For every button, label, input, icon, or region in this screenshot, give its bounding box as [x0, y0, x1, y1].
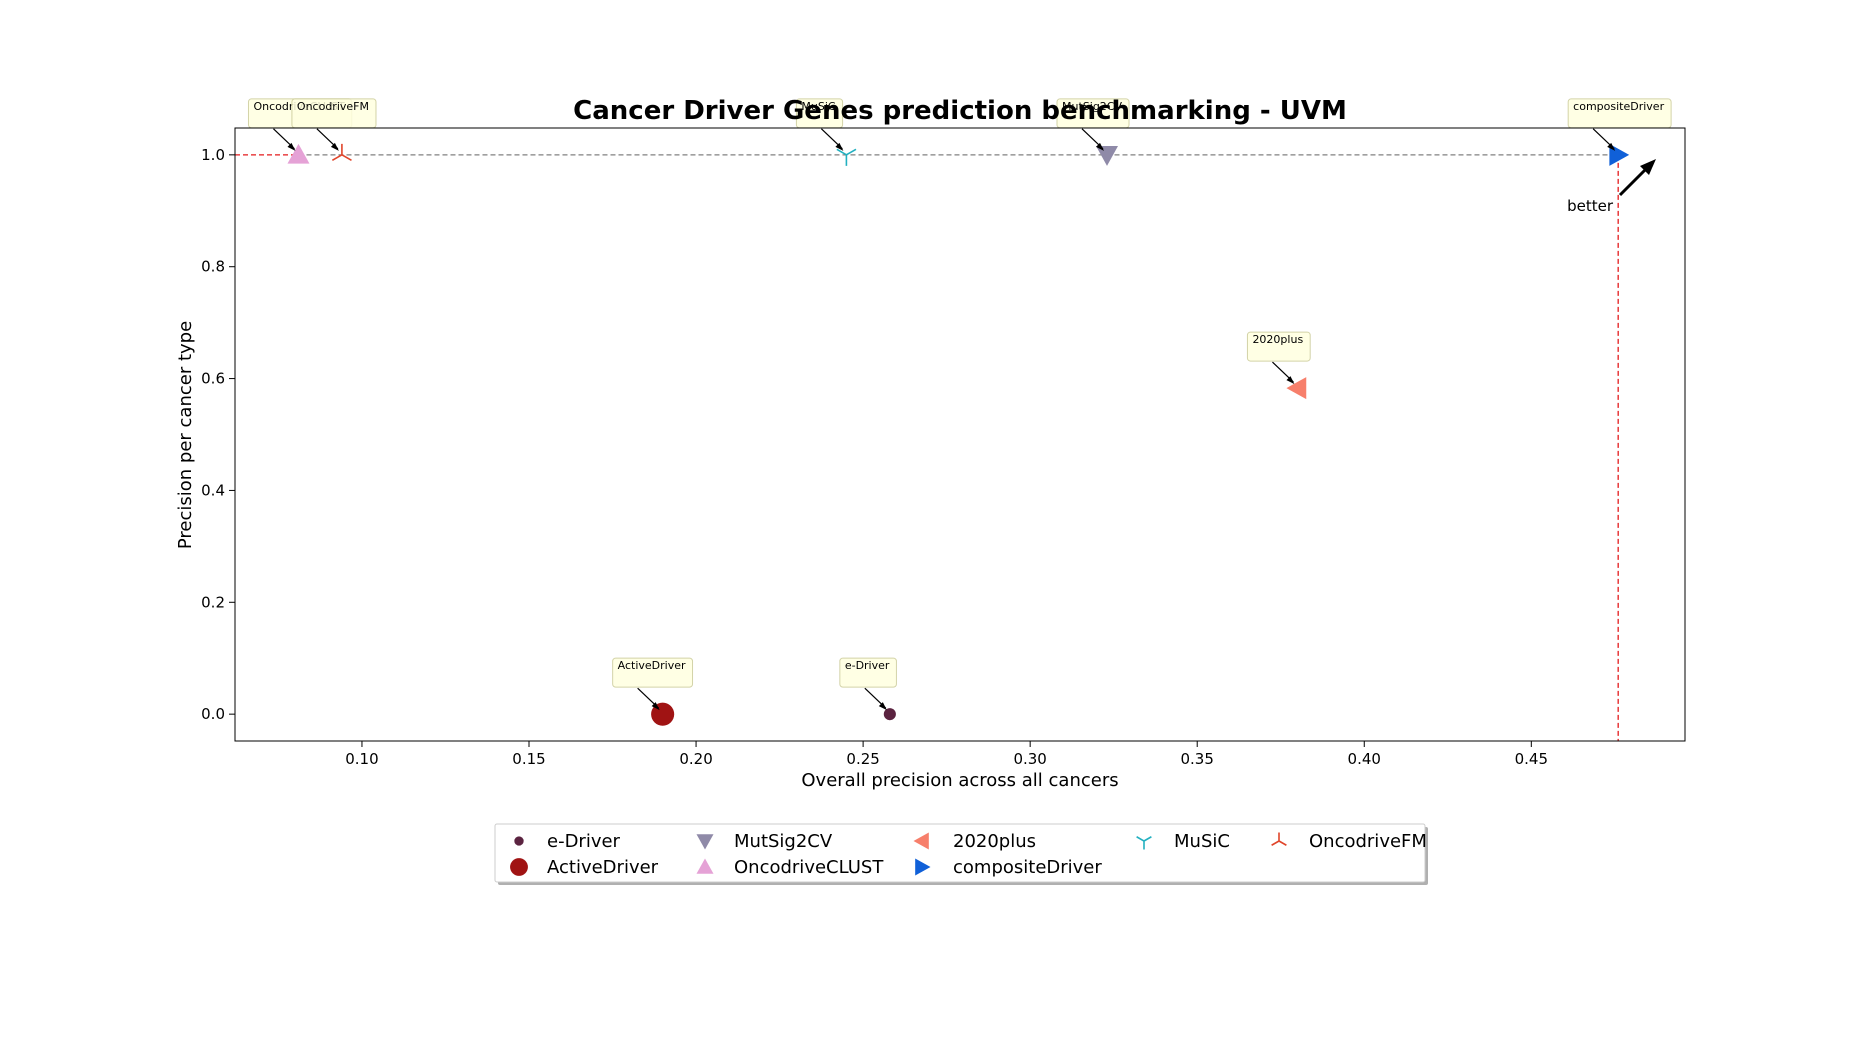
y-tick-label: 0.4 — [201, 481, 225, 499]
legend-marker-oncodriveclust — [696, 858, 714, 874]
better-arrow-head — [1640, 159, 1656, 175]
annotation-e-driver: e-Driver — [839, 657, 897, 711]
annotation-label: 2020plus — [1252, 333, 1303, 346]
annotation-oncodrivefm: OncodriveFM — [291, 98, 377, 151]
legend: e-Driver ActiveDriver MutSig2CV OncodriveCL… — [494, 823, 1428, 885]
x-tick-label: 0.40 — [1348, 750, 1381, 768]
annotation-arrowhead — [1096, 142, 1105, 151]
legend-label: OncodriveFM — [1309, 831, 1427, 852]
better-arrow: better — [1567, 159, 1656, 215]
legend-label: compositeDriver — [953, 857, 1102, 878]
x-axis-label: Overall precision across all cancers — [801, 770, 1118, 791]
annotation-box — [839, 657, 897, 688]
legend-item-music: MuSiC — [1136, 831, 1230, 852]
annotations: OncodriveCLUSTOncodriveFMMuSiCMutSig2CVc… — [247, 98, 1672, 711]
data-point-2020plus — [1286, 377, 1307, 400]
y-tick-label: 1.0 — [201, 146, 225, 164]
annotation-arrowhead — [287, 142, 296, 151]
legend-marker-music — [1136, 836, 1152, 850]
annotation-box — [612, 657, 694, 688]
annotation-arrowhead — [878, 702, 887, 711]
annotation-arrowhead — [330, 142, 339, 151]
x-tick-label: 0.35 — [1181, 750, 1214, 768]
legend-marker-mutsig2cv — [696, 834, 714, 850]
annotation-2020plus: 2020plus — [1246, 331, 1311, 385]
legend-marker-2020plus — [913, 832, 929, 850]
chart-title: Cancer Driver Genes prediction benchmark… — [573, 96, 1347, 126]
better-arrow-shaft — [1618, 168, 1647, 197]
annotation-arrowhead — [835, 142, 844, 151]
annotation-box — [1246, 331, 1311, 362]
data-point-music — [836, 148, 857, 166]
annotation-compositedriver: compositeDriver — [1567, 98, 1672, 151]
data-point-oncodrivefm — [331, 143, 352, 162]
annotation-label: MuSiC — [801, 100, 836, 113]
legend-item-mutsig2cv: MutSig2CV — [696, 831, 833, 852]
data-points — [287, 143, 1630, 726]
legend-label: OncodriveCLUST — [734, 857, 884, 878]
legend-item-oncodrivefm: OncodriveFM — [1271, 831, 1427, 852]
legend-label: e-Driver — [547, 831, 621, 852]
x-tick-label: 0.20 — [679, 750, 712, 768]
data-point-mutsig2cv — [1096, 146, 1119, 166]
x-tick-label: 0.25 — [846, 750, 879, 768]
x-tick-label: 0.10 — [345, 750, 378, 768]
annotation-label: OncodriveFM — [297, 100, 369, 113]
legend-item-compositedriver: compositeDriver — [915, 857, 1102, 878]
x-tick-label: 0.15 — [512, 750, 545, 768]
annotation-arrowhead — [1607, 142, 1616, 151]
annotation-label: MutSig2CV — [1062, 100, 1122, 113]
x-tick-label: 0.45 — [1515, 750, 1548, 768]
y-tick-label: 0.8 — [201, 258, 225, 276]
legend-label: MutSig2CV — [734, 831, 833, 852]
annotation-arrowhead — [651, 702, 660, 711]
legend-label: ActiveDriver — [547, 857, 659, 878]
reference-lines — [235, 154, 1619, 741]
y-tick-label: 0.0 — [201, 705, 225, 723]
axes: 0.10 0.15 0.20 0.25 0.30 0.35 0.40 0.45 0.0 0.2 0.… — [201, 146, 1548, 768]
y-tick-label: 0.6 — [201, 370, 225, 388]
annotation-music: MuSiC — [795, 98, 844, 151]
better-label: better — [1567, 197, 1614, 215]
legend-item-e-driver: e-Driver — [514, 831, 621, 852]
y-tick-label: 0.2 — [201, 593, 225, 611]
legend-marker-activedriver — [510, 858, 528, 876]
legend-marker-oncodrivefm — [1271, 832, 1287, 846]
legend-item-activedriver: ActiveDriver — [510, 857, 659, 878]
data-point-e-driver — [883, 708, 896, 721]
y-axis-label: Precision per cancer type — [175, 321, 196, 549]
legend-item-oncodriveclust: OncodriveCLUST — [696, 857, 884, 878]
annotation-mutsig2cv: MutSig2CV — [1056, 98, 1130, 151]
legend-label: 2020plus — [953, 831, 1036, 852]
annotation-activedriver: ActiveDriver — [612, 657, 694, 711]
legend-item-2020plus: 2020plus — [913, 831, 1036, 852]
annotation-arrowhead — [1286, 376, 1295, 385]
legend-box — [494, 823, 1426, 883]
annotation-label: e-Driver — [845, 659, 890, 672]
x-tick-label: 0.30 — [1013, 750, 1046, 768]
legend-label: MuSiC — [1174, 831, 1230, 852]
data-point-oncodriveclust — [287, 143, 310, 164]
annotation-label: ActiveDriver — [618, 659, 686, 672]
plot-frame — [234, 127, 1686, 742]
legend-marker-e-driver — [514, 836, 524, 846]
legend-marker-compositedriver — [915, 858, 931, 876]
annotation-label: compositeDriver — [1573, 100, 1664, 113]
